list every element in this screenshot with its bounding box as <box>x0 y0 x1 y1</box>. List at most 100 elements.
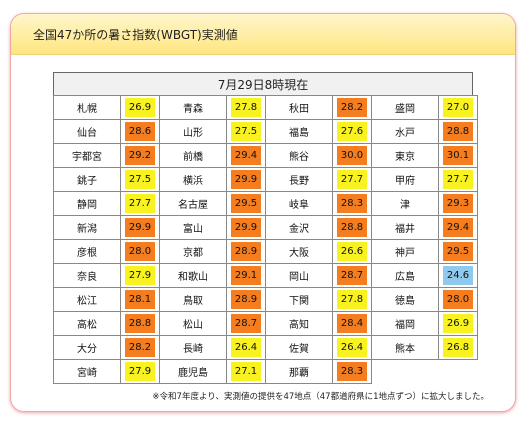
wbgt-value-cell: 26.8 <box>438 335 478 360</box>
table-row: 高松 28.8 松山 28.7 高知 28.4 福岡 26.9 <box>53 311 478 336</box>
wbgt-value-cell: 27.5 <box>226 119 266 144</box>
wbgt-value-cell: 27.9 <box>120 263 160 288</box>
wbgt-value-cell: 27.5 <box>120 167 160 192</box>
wbgt-value: 28.9 <box>231 290 261 309</box>
wbgt-value-cell: 27.1 <box>226 359 266 384</box>
wbgt-value: 29.5 <box>443 242 473 261</box>
wbgt-value: 27.6 <box>337 122 367 141</box>
wbgt-value-cell: 26.4 <box>332 335 372 360</box>
table-row: 彦根 28.0 京都 28.9 大阪 26.6 神戸 29.5 <box>53 239 478 264</box>
station-name: 福井 <box>371 215 439 240</box>
page-title: 全国47か所の暑さ指数(WBGT)実測値 <box>33 27 238 42</box>
wbgt-value: 27.9 <box>125 362 155 381</box>
wbgt-value: 29.1 <box>231 266 261 285</box>
wbgt-value: 27.7 <box>125 194 155 213</box>
wbgt-value-cell: 28.2 <box>332 95 372 120</box>
station-name: 神戸 <box>371 239 439 264</box>
wbgt-value-cell: 27.0 <box>438 95 478 120</box>
wbgt-value: 29.4 <box>231 146 261 165</box>
wbgt-value-cell: 26.4 <box>226 335 266 360</box>
station-name: 奈良 <box>53 263 121 288</box>
wbgt-value: 28.3 <box>337 362 367 381</box>
wbgt-value-cell: 29.9 <box>120 215 160 240</box>
station-name: 津 <box>371 191 439 216</box>
station-name: 岐阜 <box>265 191 333 216</box>
wbgt-value: 26.6 <box>337 242 367 261</box>
station-name: 札幌 <box>53 95 121 120</box>
wbgt-value-cell: 28.8 <box>438 119 478 144</box>
station-name: 新潟 <box>53 215 121 240</box>
wbgt-value: 26.4 <box>337 338 367 357</box>
wbgt-value: 28.7 <box>337 266 367 285</box>
wbgt-value-cell: 27.8 <box>226 95 266 120</box>
wbgt-value-cell: 28.8 <box>332 215 372 240</box>
station-name: 大阪 <box>265 239 333 264</box>
station-name: 宇都宮 <box>53 143 121 168</box>
wbgt-value: 28.2 <box>337 98 367 117</box>
station-name: 松江 <box>53 287 121 312</box>
wbgt-value: 28.1 <box>125 290 155 309</box>
wbgt-table: 札幌 26.9 青森 27.8 秋田 28.2 盛岡 27.0 仙台 28.6 山形 27.5 福島 27… <box>53 95 478 384</box>
wbgt-value-cell: 28.9 <box>226 239 266 264</box>
station-name: 徳島 <box>371 287 439 312</box>
wbgt-table-wrap: 7月29日8時現在 札幌 26.9 青森 27.8 秋田 28.2 盛岡 27.0 仙台 28.6… <box>53 72 478 384</box>
wbgt-card: 全国47か所の暑さ指数(WBGT)実測値 7月29日8時現在 札幌 26.9 青森 2… <box>10 13 516 412</box>
station-name: 青森 <box>159 95 227 120</box>
wbgt-value: 28.7 <box>231 314 261 333</box>
wbgt-value-cell: 27.7 <box>332 167 372 192</box>
wbgt-value: 28.6 <box>125 122 155 141</box>
wbgt-value: 29.9 <box>231 170 261 189</box>
wbgt-value-cell: 29.5 <box>438 239 478 264</box>
empty-cell <box>371 359 478 384</box>
station-name: 長崎 <box>159 335 227 360</box>
station-name: 東京 <box>371 143 439 168</box>
wbgt-value: 28.2 <box>125 338 155 357</box>
wbgt-value-cell: 28.7 <box>332 263 372 288</box>
wbgt-value-cell: 29.4 <box>438 215 478 240</box>
wbgt-value: 27.5 <box>231 122 261 141</box>
wbgt-value: 27.8 <box>337 290 367 309</box>
wbgt-value-cell: 30.0 <box>332 143 372 168</box>
wbgt-value: 27.5 <box>125 170 155 189</box>
station-name: 鹿児島 <box>159 359 227 384</box>
station-name: 福岡 <box>371 311 439 336</box>
table-row: 静岡 27.7 名古屋 29.5 岐阜 28.3 津 29.3 <box>53 191 478 216</box>
wbgt-value-cell: 27.7 <box>120 191 160 216</box>
wbgt-value: 28.0 <box>443 290 473 309</box>
wbgt-value: 28.0 <box>125 242 155 261</box>
table-row: 宇都宮 29.2 前橋 29.4 熊谷 30.0 東京 30.1 <box>53 143 478 168</box>
wbgt-value: 27.7 <box>443 170 473 189</box>
station-name: 福島 <box>265 119 333 144</box>
wbgt-value-cell: 26.9 <box>120 95 160 120</box>
station-name: 宮崎 <box>53 359 121 384</box>
station-name: 松山 <box>159 311 227 336</box>
station-name: 佐賀 <box>265 335 333 360</box>
station-name: 岡山 <box>265 263 333 288</box>
wbgt-value-cell: 29.2 <box>120 143 160 168</box>
wbgt-value: 27.7 <box>337 170 367 189</box>
wbgt-value: 26.8 <box>443 338 473 357</box>
footnote: ※令和7年度より、実測値の提供を47地点（47都道府県に1地点ずつ）に拡大しまし… <box>152 392 489 402</box>
station-name: 下関 <box>265 287 333 312</box>
wbgt-value: 30.1 <box>443 146 473 165</box>
table-row: 宮崎 27.9 鹿児島 27.1 那覇 28.3 <box>53 359 478 384</box>
wbgt-value-cell: 24.6 <box>438 263 478 288</box>
wbgt-value: 29.9 <box>231 218 261 237</box>
wbgt-value-cell: 28.3 <box>332 191 372 216</box>
wbgt-value-cell: 26.6 <box>332 239 372 264</box>
card-header: 全国47か所の暑さ指数(WBGT)実測値 <box>11 14 515 55</box>
date-label: 7月29日8時現在 <box>217 77 309 92</box>
wbgt-value: 24.6 <box>443 266 473 285</box>
wbgt-value: 26.4 <box>231 338 261 357</box>
wbgt-value-cell: 30.1 <box>438 143 478 168</box>
station-name: 高知 <box>265 311 333 336</box>
wbgt-value-cell: 26.9 <box>438 311 478 336</box>
wbgt-value-cell: 29.9 <box>226 215 266 240</box>
station-name: 名古屋 <box>159 191 227 216</box>
station-name: 京都 <box>159 239 227 264</box>
wbgt-value: 27.9 <box>125 266 155 285</box>
wbgt-value: 26.9 <box>125 98 155 117</box>
wbgt-value: 29.2 <box>125 146 155 165</box>
station-name: 大分 <box>53 335 121 360</box>
wbgt-value-cell: 28.1 <box>120 287 160 312</box>
